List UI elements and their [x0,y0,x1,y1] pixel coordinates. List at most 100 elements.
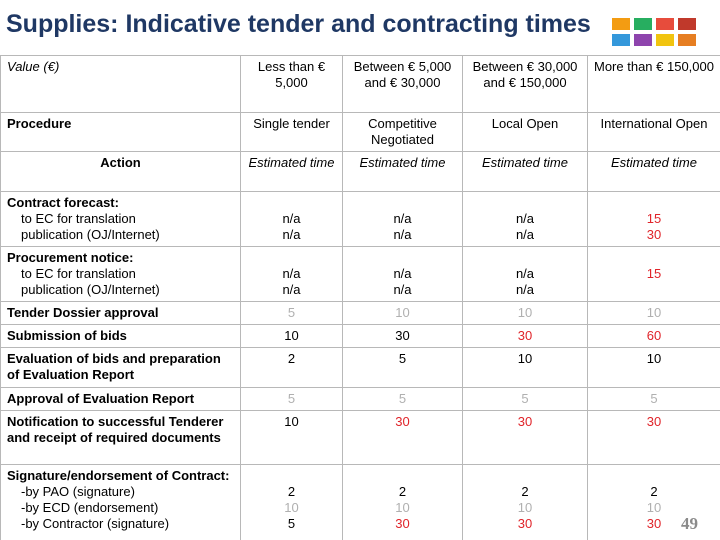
cell-text: Contract forecast: [7,195,119,210]
value-cell: Estimated time [462,151,588,192]
value-cell: 2 10 30 [342,464,463,540]
slide-title: Supplies: Indicative tender and contract… [6,10,591,38]
table-row: Procurement notice: to EC for translation… [0,246,720,302]
cell-text: 10 [517,305,533,320]
row-label-cell: Notification to successful Tenderer and … [0,410,241,465]
cell-text: 2 [287,484,296,499]
value-cell: More than € 150,000 [587,55,720,113]
value-cell: n/a n/a [462,191,588,247]
cell-text: Evaluation of bids and preparation of Ev… [7,351,221,382]
value-cell: Competitive Negotiated [342,112,463,152]
cell-text: 10 [646,351,662,366]
cell-text: 10 [395,500,410,515]
cell-text: Notification to successful Tenderer and … [7,414,224,445]
cell-text: n/a [393,266,412,281]
value-cell: 5 [342,387,463,411]
cell-text: Between € 30,000 and € 150,000 [472,59,578,90]
value-cell: 10 [240,410,343,465]
cell-text: 30 [517,414,533,429]
value-cell: n/a n/a [342,191,463,247]
value-cell: 30 [587,410,720,465]
value-cell: 2 10 5 [240,464,343,540]
logo [612,18,696,46]
value-cell: International Open [587,112,720,152]
cell-text: -by ECD (endorsement) [21,500,159,515]
value-cell: 15 30 [587,191,720,247]
cell-text: 10 [517,500,533,515]
cell-text: -by PAO (signature) [21,484,135,499]
cell-text: Procedure [7,116,72,131]
value-cell: 15 [587,246,720,302]
value-cell: 5 [587,387,720,411]
cell-text: Local Open [491,116,559,131]
cell-text: 10 [646,305,662,320]
value-cell: 5 [240,387,343,411]
value-cell: 10 [587,301,720,325]
value-cell: Between € 30,000 and € 150,000 [462,55,588,113]
value-cell: 5 [342,347,463,388]
cell-text: Estimated time [611,155,697,170]
cell-text: 10 [517,351,533,366]
cell-text: 5 [650,391,658,406]
page-number: 49 [681,514,698,533]
table-row: Submission of bids 10 30 30 60 [0,324,720,348]
row-label-cell: Submission of bids [0,324,241,348]
value-cell: Local Open [462,112,588,152]
cell-text: 5 [398,351,407,366]
cell-text: n/a [282,282,301,297]
row-label-cell: Evaluation of bids and preparation of Ev… [0,347,241,388]
cell-text: n/a [393,282,412,297]
cell-text: Submission of bids [7,328,127,343]
cell-text: 15 [646,211,662,226]
table-row: Contract forecast: to EC for translation p… [0,191,720,247]
cell-text: 5 [287,305,296,320]
value-cell: 10 [342,301,463,325]
table-row: Evaluation of bids and preparation of Ev… [0,347,720,388]
cell-text: 10 [284,414,299,429]
value-cell: Estimated time [240,151,343,192]
cell-text: Estimated time [248,155,335,170]
value-cell: 2 10 30 [587,464,720,540]
cell-text: 30 [395,516,410,531]
cell-text: -by Contractor (signature) [21,516,170,531]
cell-text: 15 [646,266,662,281]
cell-text: 10 [284,500,299,515]
value-cell: 10 [462,301,588,325]
cell-text: n/a [515,282,535,297]
cell-text: 30 [395,414,410,429]
cell-text: Single tender [253,116,330,131]
row-label-cell: Signature/endorsement of Contract: -by PA… [0,464,241,540]
cell-text: Between € 5,000 and € 30,000 [353,59,452,90]
value-cell: 10 [462,347,588,388]
value-cell: n/a n/a [462,246,588,302]
value-cell: 10 [587,347,720,388]
value-cell: 5 [462,387,588,411]
cell-text: to EC for translation [21,266,136,281]
value-cell: 5 [240,301,343,325]
table-row: Notification to successful Tenderer and … [0,410,720,465]
cell-text: Estimated time [482,155,568,170]
cell-text: Estimated time [359,155,446,170]
value-cell: 30 [462,410,588,465]
cell-text: Less than € 5,000 [257,59,326,90]
row-label-cell: Procedure [0,112,241,152]
cell-text: Competitive Negotiated [368,116,437,147]
value-cell: Estimated time [587,151,720,192]
value-cell: 10 [240,324,343,348]
cell-text: n/a [282,266,301,281]
row-label-cell: Action [0,151,241,192]
cell-text: n/a [282,211,301,226]
value-cell: Estimated time [342,151,463,192]
cell-text: publication (OJ/Internet) [21,227,160,242]
row-label-cell: Value (€) [0,55,241,113]
row-label-cell: Approval of Evaluation Report [0,387,241,411]
cell-text: Action [100,155,141,170]
cell-text: n/a [515,211,535,226]
value-cell: 2 10 30 [462,464,588,540]
table-row: Approval of Evaluation Report 5 5 5 5 [0,387,720,411]
cell-text: 10 [284,328,299,343]
table-row: Tender Dossier approval 5 10 10 10 [0,301,720,325]
cell-text: 30 [517,328,533,343]
cell-text: 2 [287,351,296,366]
